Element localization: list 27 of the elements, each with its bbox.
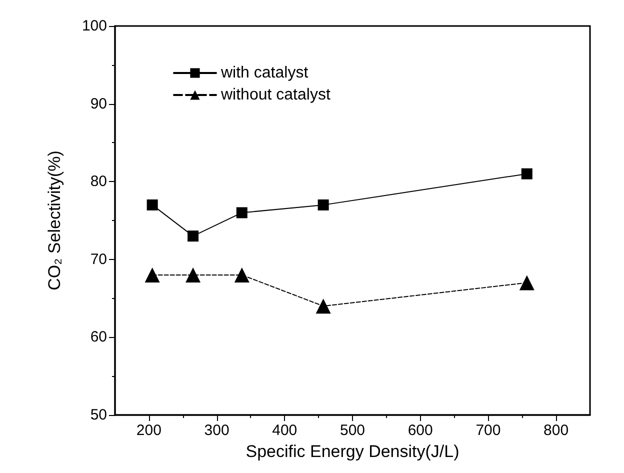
x-tick-label: 300	[204, 422, 230, 439]
x-tick-label: 600	[408, 422, 433, 439]
x-tick-label: 800	[544, 422, 569, 439]
x-tick-label: 500	[340, 422, 366, 439]
y-tick-label: 50	[90, 406, 107, 424]
point	[236, 207, 248, 218]
y-axis-title: CO₂ Selectivity(%)	[45, 150, 64, 290]
y-tick-label: 80	[90, 173, 107, 190]
legend-label: without catalyst	[220, 86, 331, 104]
x-axis-title: Specific Energy Density(J/L)	[246, 442, 460, 461]
x-tick-label: 400	[272, 422, 298, 439]
point	[234, 267, 250, 282]
point	[521, 168, 532, 180]
point	[188, 230, 199, 242]
point	[144, 267, 160, 282]
point	[519, 275, 534, 290]
point	[146, 199, 158, 210]
x-tick-label: 200	[136, 422, 162, 439]
y-tick-label: 100	[82, 18, 107, 34]
x-tick-label: 700	[476, 422, 501, 439]
y-tick-label: 70	[90, 250, 107, 268]
point	[186, 267, 201, 282]
legend-label: with catalyst	[220, 64, 309, 82]
y-tick-label: 90	[90, 95, 107, 112]
y-tick-label: 60	[90, 328, 107, 346]
point	[318, 199, 329, 210]
point	[316, 298, 331, 314]
